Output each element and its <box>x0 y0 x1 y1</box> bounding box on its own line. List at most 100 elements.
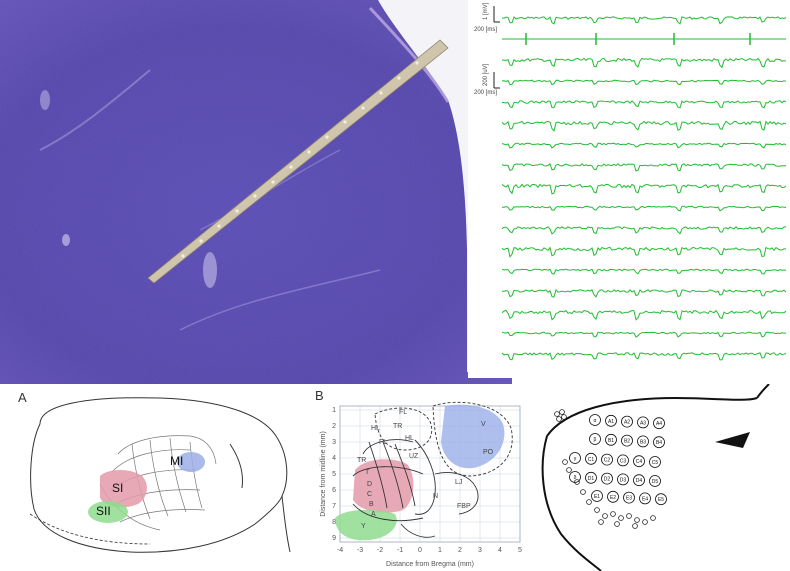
whisker-label: E3 <box>626 496 632 502</box>
whisker-follicle <box>617 473 629 486</box>
minor-follicle <box>632 523 638 529</box>
map-label-uz: UZ <box>409 453 419 460</box>
whisker-label: C1 <box>588 457 595 463</box>
map-label-n: N <box>433 493 438 500</box>
map-ytick-label: 5 <box>332 471 336 478</box>
trace-panel: 1 [mV] 200 [ms] 200 [uV] 200 [ms] <box>468 0 790 378</box>
map-label-b: B <box>369 501 374 508</box>
whisker-label: δ <box>574 475 577 481</box>
whisker-follicle <box>639 492 651 505</box>
minor-follicle <box>626 513 632 519</box>
whisker-follicle <box>621 434 633 447</box>
map-xtick-label: 3 <box>478 547 482 554</box>
scale-mid-time: 200 [ms] <box>474 90 497 96</box>
whisker-follicle <box>653 436 665 449</box>
map-ytick-label: 1 <box>332 407 336 414</box>
whisker-label: E5 <box>658 497 664 503</box>
map-label-fl: FL <box>379 439 387 446</box>
minor-follicle <box>594 507 600 513</box>
map-label-v: V <box>481 421 486 428</box>
trace-channel <box>501 16 787 25</box>
region-mi <box>177 452 205 472</box>
whisker-follicle <box>649 456 661 468</box>
minor-follicle <box>586 499 592 505</box>
whisker-follicle <box>601 472 613 485</box>
whisker-label: C2 <box>604 458 611 464</box>
map-label-c: C <box>367 491 372 498</box>
map-label-t: T <box>365 469 370 476</box>
trace-channel <box>501 331 787 338</box>
map-label-y: Y <box>361 523 366 530</box>
map-xlabel: Distance from Bregma (mm) <box>386 561 474 568</box>
map-xtick-label: -4 <box>337 547 343 554</box>
whisker-follicle <box>633 455 645 468</box>
snout-outline <box>541 384 770 571</box>
trace-channel <box>501 309 787 321</box>
map-region-v <box>441 404 505 469</box>
whisker-follicle <box>591 490 603 502</box>
whisker-label: D2 <box>604 477 611 483</box>
map-xtick-label: 4 <box>498 547 502 554</box>
region-sii <box>88 501 128 523</box>
minor-follicle <box>634 517 640 523</box>
whisker-label: D1 <box>588 476 595 482</box>
map-xtick-label: -3 <box>357 547 363 554</box>
trace-channel <box>501 205 787 212</box>
minor-follicle <box>598 519 604 525</box>
region-si <box>100 470 147 508</box>
whisker-follicle <box>617 454 629 467</box>
trace-channel <box>501 268 787 275</box>
whisker-follicle <box>621 415 633 428</box>
whisker-follicle <box>569 452 581 464</box>
minor-follicle <box>618 515 624 521</box>
map-xtick-label: 1 <box>438 547 442 554</box>
whisker-follicle <box>649 475 661 487</box>
minor-follicle <box>566 467 572 473</box>
panel-b-label: B <box>315 388 324 403</box>
trace-channel <box>502 57 787 69</box>
scale-bar-mid: 200 [uV] 200 [ms] <box>474 63 500 96</box>
whisker-label: B1 <box>608 438 614 444</box>
trace-channel <box>501 183 787 195</box>
map-xtick-label: -2 <box>377 547 383 554</box>
whisker-follicle <box>585 452 597 465</box>
scale-mid-voltage: 200 [uV] <box>483 63 489 86</box>
map-label-tr: TR <box>357 457 366 464</box>
whisker-label: β <box>594 437 597 443</box>
trace-channel <box>501 246 786 258</box>
whisker-follicle <box>607 490 619 503</box>
map-xtick-label: -1 <box>397 547 403 554</box>
map-xtick-label: 0 <box>418 547 422 554</box>
minor-follicle <box>642 519 648 525</box>
map-ytick-label: 8 <box>332 519 336 526</box>
minor-follicle <box>562 459 568 465</box>
panel-a: A MI SI SII <box>0 384 300 571</box>
minor-follicle <box>556 416 562 422</box>
map-xtick-label: 5 <box>518 547 522 554</box>
minor-follicle <box>561 414 567 420</box>
minor-follicle <box>580 489 586 495</box>
minor-follicle <box>559 409 565 415</box>
trace-channel <box>501 288 787 298</box>
whisker-label: C4 <box>636 459 643 465</box>
map-xtick-label: 2 <box>458 547 462 554</box>
whisker-follicle <box>633 474 645 487</box>
map-ytick-label: 4 <box>332 455 336 462</box>
whisker-follicle <box>637 435 649 448</box>
whisker-follicle <box>637 416 649 429</box>
whisker-label: A1 <box>608 419 614 425</box>
whisker-follicle <box>623 491 635 504</box>
trace-channel <box>501 226 787 235</box>
minor-follicle <box>650 515 656 521</box>
whisker-label: A2 <box>624 420 630 426</box>
minor-follicle <box>602 513 608 519</box>
whisker-label: E1 <box>594 494 600 500</box>
whisker-label: E4 <box>642 496 648 502</box>
minor-follicle <box>554 411 560 417</box>
map-label-d: D <box>367 481 372 488</box>
whisker-label: A4 <box>656 421 662 427</box>
whisker-label: γ <box>574 456 577 462</box>
map-label-fl-top: FL <box>399 409 407 416</box>
nostril <box>715 432 750 448</box>
map-frame <box>339 405 521 543</box>
